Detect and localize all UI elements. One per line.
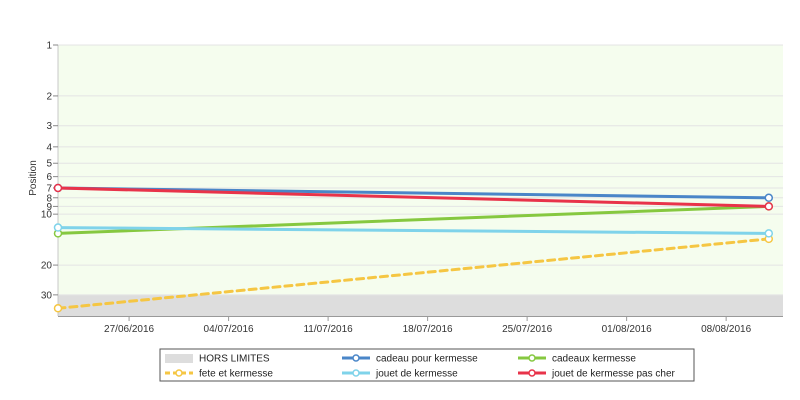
legend: HORS LIMITES cadeau pour kermesse cadeaux … bbox=[159, 348, 695, 382]
data-point-jouet-de-kermesse-pas-cher bbox=[53, 183, 63, 193]
data-point-cadeau-pour-kermesse bbox=[764, 193, 774, 203]
data-point-jouet-de-kermesse bbox=[53, 223, 63, 232]
y-tick-label: 5 bbox=[46, 159, 52, 170]
series-line-fete-et-kermesse bbox=[56, 237, 771, 310]
y-tick-label: 3 bbox=[46, 121, 52, 132]
legend-marker-cadeaux-kermesse bbox=[528, 354, 536, 362]
legend-swatch-HORS-LIMITES bbox=[165, 354, 193, 363]
x-tick-label: 18/07/2016 bbox=[403, 324, 453, 335]
y-tick-label: 1 bbox=[46, 41, 52, 52]
x-tick-label: 27/06/2016 bbox=[104, 324, 154, 335]
x-tick-label: 08/08/2016 bbox=[701, 324, 751, 335]
legend-marker-jouet-de-kermesse bbox=[352, 369, 360, 377]
band-hors-limites bbox=[58, 294, 783, 316]
y-axis-title: Position bbox=[28, 160, 39, 196]
x-tick-label: 04/07/2016 bbox=[204, 324, 254, 335]
legend-label-fete-et-kermesse: fete et kermesse bbox=[199, 369, 273, 380]
legend-label-HORS-LIMITES: HORS LIMITES bbox=[199, 354, 270, 365]
legend-box bbox=[159, 348, 695, 382]
x-tick-label: 11/07/2016 bbox=[303, 324, 353, 335]
series-line-jouet-de-kermesse-pas-cher bbox=[56, 186, 771, 208]
x-tick-label: 01/08/2016 bbox=[602, 324, 652, 335]
plot-background bbox=[58, 45, 783, 316]
y-tick-label: 7 bbox=[46, 183, 52, 194]
data-point-jouet-de-kermesse-pas-cher bbox=[764, 202, 774, 211]
y-tick-label: 9 bbox=[46, 202, 52, 213]
legend-label-cadeau-pour-kermesse: cadeau pour kermesse bbox=[376, 354, 478, 365]
y-tick-label: 10 bbox=[41, 210, 53, 221]
y-tick-label: 8 bbox=[46, 193, 52, 204]
y-tick-label: 30 bbox=[41, 290, 53, 301]
y-tick-label: 20 bbox=[41, 261, 53, 272]
y-tick-label: 2 bbox=[46, 91, 52, 102]
legend-label-jouet-de-kermesse-pas-cher: jouet de kermesse pas cher bbox=[551, 369, 676, 380]
data-point-fete-et-kermesse bbox=[53, 304, 63, 313]
series-layer bbox=[53, 183, 774, 313]
y-tick-label: 4 bbox=[46, 142, 52, 153]
grid-layer bbox=[58, 44, 783, 296]
legend-marker-cadeau-pour-kermesse bbox=[352, 354, 360, 362]
legend-label-cadeaux-kermesse: cadeaux kermesse bbox=[552, 354, 636, 365]
x-tick-layer: 27/06/2016 04/07/2016 11/07/2016 18/07/2016… bbox=[104, 316, 752, 335]
x-tick-label: 25/07/2016 bbox=[502, 324, 552, 335]
y-tick-label: 6 bbox=[46, 172, 52, 183]
data-point-jouet-de-kermesse bbox=[764, 229, 774, 238]
legend-label-jouet-de-kermesse: jouet de kermesse bbox=[375, 369, 458, 380]
legend-marker-jouet-de-kermesse-pas-cher bbox=[528, 369, 536, 377]
bands-layer bbox=[58, 294, 783, 316]
axes-layer bbox=[57, 45, 783, 317]
series-line-jouet-de-kermesse bbox=[56, 226, 771, 235]
legend-marker-fete-et-kermesse bbox=[175, 369, 183, 377]
